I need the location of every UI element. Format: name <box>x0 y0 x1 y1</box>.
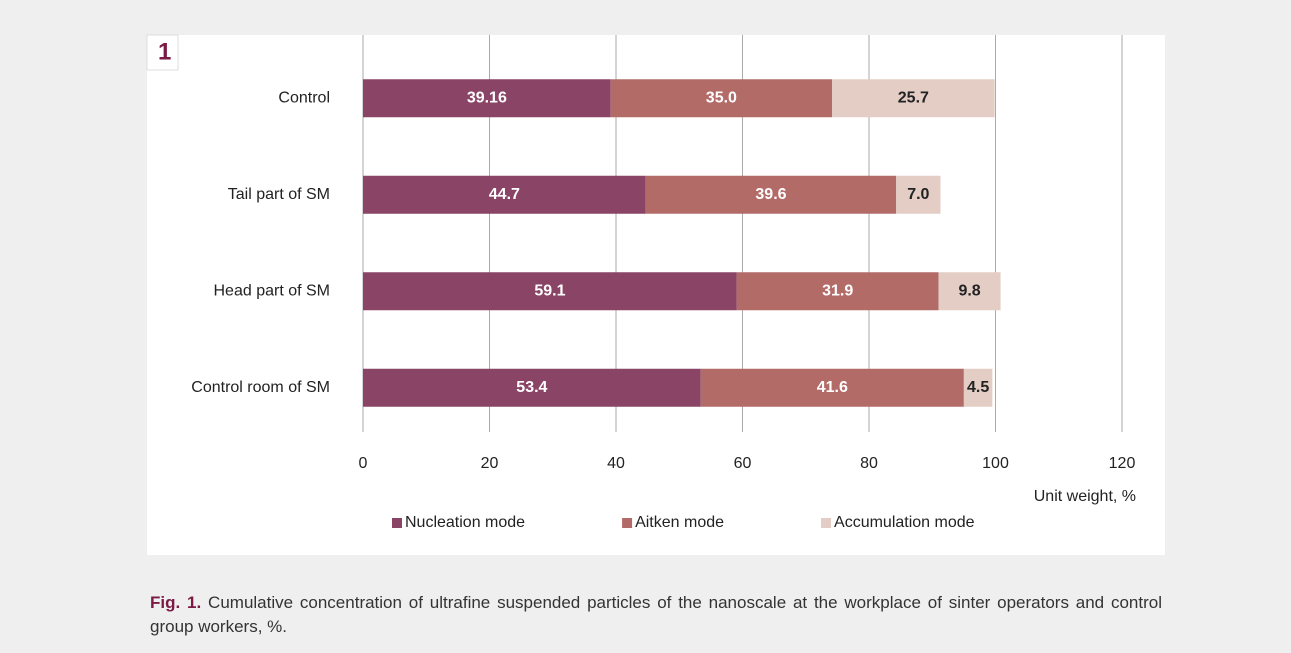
bar-segment <box>363 175 646 214</box>
legend-label: Accumulation mode <box>834 514 975 531</box>
legend-swatch <box>622 518 633 528</box>
bar-segment <box>832 79 995 118</box>
caption: Fig. 1. Cumulative concentration of ultr… <box>150 591 1162 639</box>
bar-segment <box>700 368 964 407</box>
x-tick-label: 20 <box>481 455 499 472</box>
bar-segment <box>645 175 897 214</box>
bar-segment <box>363 368 701 407</box>
data-label: 41.6 <box>817 379 848 396</box>
data-label: 39.16 <box>467 89 507 106</box>
data-label: 44.7 <box>489 186 520 203</box>
x-axis-label: Unit weight, % <box>1034 488 1136 505</box>
data-label: 7.0 <box>907 186 929 203</box>
panel-label: 1 <box>158 38 171 65</box>
data-label: 35.0 <box>706 89 737 106</box>
bar-segment <box>363 79 611 118</box>
panel-label-box <box>146 34 179 71</box>
legend-label: Aitken mode <box>635 514 724 531</box>
x-tick-label: 120 <box>1109 455 1136 472</box>
x-tick-label: 40 <box>607 455 625 472</box>
data-label: 39.6 <box>755 186 786 203</box>
data-label: 25.7 <box>898 89 929 106</box>
legend-swatch <box>821 518 832 528</box>
x-tick-label: 100 <box>982 455 1009 472</box>
legend-label: Nucleation mode <box>405 514 525 531</box>
x-tick-label: 80 <box>860 455 878 472</box>
data-label: 31.9 <box>822 282 853 299</box>
data-label: 59.1 <box>534 282 565 299</box>
y-tick-label: Control <box>278 89 330 106</box>
y-tick-label: Control room of SM <box>191 379 330 396</box>
bar-segment <box>896 175 941 214</box>
caption-label: Fig. 1. <box>150 593 202 612</box>
bar-segment <box>736 272 939 311</box>
x-tick-label: 0 <box>359 455 368 472</box>
data-label: 53.4 <box>516 379 547 396</box>
y-tick-label: Head part of SM <box>214 282 331 299</box>
bar-segment <box>963 368 993 407</box>
x-tick-label: 60 <box>734 455 752 472</box>
bar-segment <box>363 272 737 311</box>
caption-text: Cumulative concentration of ultrafine su… <box>150 593 1162 636</box>
bar-segment <box>610 79 833 118</box>
legend-swatch <box>392 518 402 528</box>
data-label: 9.8 <box>958 282 980 299</box>
data-label: 4.5 <box>967 379 989 396</box>
bar-segment <box>938 272 1001 311</box>
y-tick-label: Tail part of SM <box>228 186 330 203</box>
